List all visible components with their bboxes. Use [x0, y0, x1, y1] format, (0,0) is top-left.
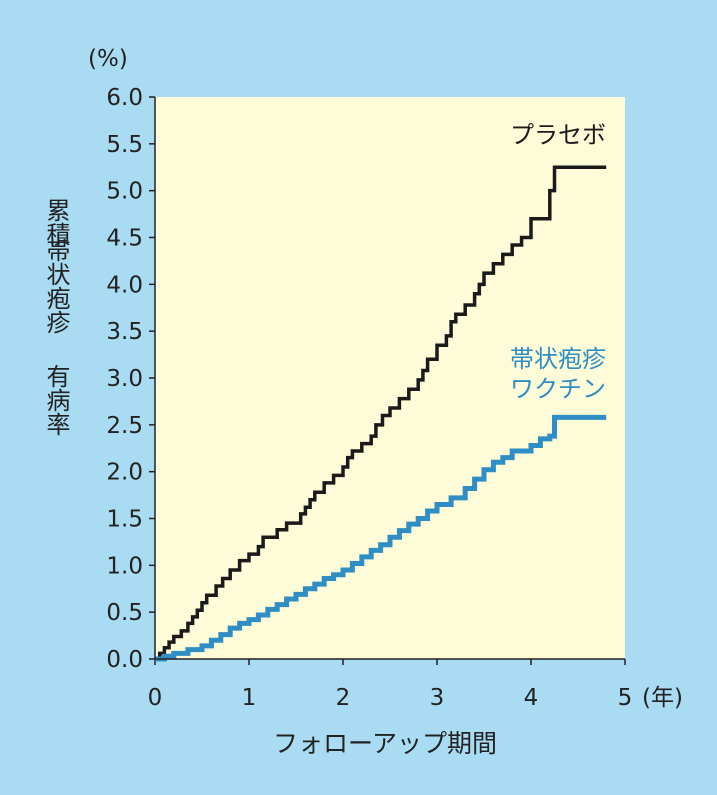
x-tick-label: 0 [148, 685, 163, 711]
x-tick-label: 1 [242, 685, 257, 711]
y-tick-label: 1.0 [106, 553, 143, 579]
y-tick-label: 1.5 [106, 507, 143, 533]
y-tick-label: 0.0 [106, 647, 143, 673]
y-axis-title-line: 帯状疱疹 [42, 238, 70, 334]
x-axis-ticks: 0 1 2 3 4 5 [148, 659, 633, 711]
series-line-0 [155, 165, 607, 661]
series-label: プラセボ [510, 121, 606, 149]
x-tick-label: 4 [524, 685, 539, 711]
y-axis-title-line: 累積 [42, 198, 70, 246]
y-tick-label: 2.5 [106, 413, 143, 439]
y-tick-label: 3.5 [106, 319, 143, 345]
series-lines [155, 165, 607, 662]
y-tick-label: 5.0 [106, 179, 143, 205]
y-tick-label: 2.0 [106, 460, 143, 486]
y-tick-label: 4.5 [106, 226, 143, 252]
y-unit-label: (%) [88, 46, 128, 72]
y-tick-label: 5.5 [106, 132, 143, 158]
y-tick-label: 0.5 [106, 600, 143, 626]
x-tick-label: 2 [336, 685, 351, 711]
y-axis-ticks: 0.0 0.5 1.0 1.5 2.0 2.5 3.0 3.5 4.0 4.5 5.0 5.5 6.0 [106, 85, 155, 673]
plot-area [155, 97, 625, 659]
x-unit-label: (年) [642, 685, 683, 711]
series-label: 帯状疱疹 [510, 345, 606, 373]
x-tick-label: 5 [618, 685, 633, 711]
x-tick-label: 3 [430, 685, 445, 711]
y-tick-label: 4.0 [106, 272, 143, 298]
y-axis-title-line: 有病率 [42, 364, 70, 436]
series-line-1 [155, 414, 607, 662]
y-tick-label: 6.0 [106, 85, 143, 111]
y-tick-label: 3.0 [106, 366, 143, 392]
x-axis-title: フォローアップ期間 [273, 729, 497, 758]
series-label: ワクチン [510, 375, 606, 403]
